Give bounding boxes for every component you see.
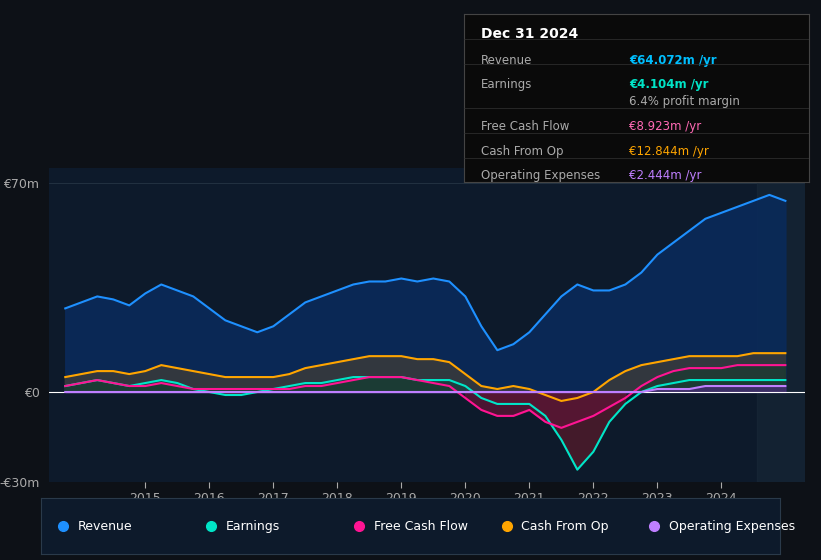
Text: Free Cash Flow: Free Cash Flow [374, 520, 467, 533]
Text: Cash From Op: Cash From Op [481, 145, 563, 158]
Text: Earnings: Earnings [481, 78, 533, 91]
Text: Revenue: Revenue [481, 54, 533, 67]
Text: Revenue: Revenue [78, 520, 133, 533]
Text: €8.923m /yr: €8.923m /yr [630, 120, 702, 133]
Text: Cash From Op: Cash From Op [521, 520, 609, 533]
Text: Operating Expenses: Operating Expenses [481, 169, 600, 181]
Bar [757, 168, 805, 482]
Text: Earnings: Earnings [226, 520, 280, 533]
Text: Free Cash Flow: Free Cash Flow [481, 120, 570, 133]
Text: Operating Expenses: Operating Expenses [669, 520, 796, 533]
Text: 6.4% profit margin: 6.4% profit margin [630, 95, 741, 108]
Text: Dec 31 2024: Dec 31 2024 [481, 27, 578, 41]
Text: €64.072m /yr: €64.072m /yr [630, 54, 717, 67]
Text: €2.444m /yr: €2.444m /yr [630, 169, 702, 181]
Text: €4.104m /yr: €4.104m /yr [630, 78, 709, 91]
Text: €12.844m /yr: €12.844m /yr [630, 145, 709, 158]
